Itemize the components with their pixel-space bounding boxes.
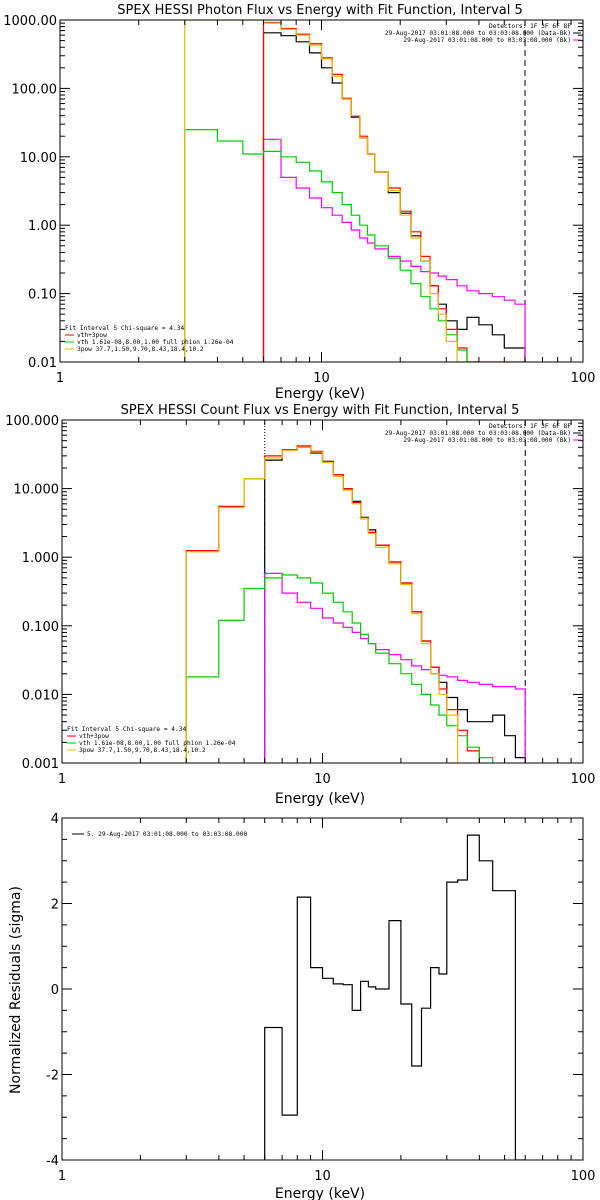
y-tick-label: 0.10	[28, 288, 57, 303]
x-tick-label: 100	[571, 1169, 596, 1184]
legend-top-entry: 29-Aug-2017 03:01:08.000 to 03:03:08.000…	[403, 437, 571, 444]
legend-bottom-header: Fit Interval 5 Chi-square = 4.34	[67, 726, 186, 733]
legend-bottom-entry: vth 1.61e-08,8.00,1.00 full phion 1.26e-…	[79, 740, 236, 747]
y-tick-label: 0	[51, 983, 59, 998]
y-tick-label: -2	[46, 1069, 59, 1084]
photon-flux-title: SPEX HESSI Photon Flux vs Energy with Fi…	[117, 3, 523, 18]
legend-bottom-entry: vth+3pow	[77, 332, 107, 339]
x-tick-label: 10	[314, 1169, 331, 1184]
y-tick-label: 1.00	[28, 219, 57, 234]
y-tick-label: 1.000	[22, 551, 59, 566]
y-tick-label: 100.00	[12, 82, 58, 97]
legend-bottom-entry: 3pow 37.7,1.50,9.70,8.43,18.4,10.2	[79, 747, 206, 754]
legend-top-entry: 29-Aug-2017 03:01:08.000 to 03:03:08.000…	[403, 37, 571, 44]
y-tick-label: -4	[46, 1154, 59, 1169]
residuals-ylabel: Normalized Residuals (sigma)	[8, 886, 24, 1094]
legend-bottom-entry: vth 1.61e-08,8.00,1.00 full phion 1.26e-…	[77, 339, 234, 346]
x-tick-label: 100	[571, 772, 596, 787]
series-line-4	[185, 446, 459, 763]
y-tick-label: 10.000	[14, 483, 60, 498]
legend-top-entry: 29-Aug-2017 03:01:08.000 to 03:03:08.000…	[385, 30, 571, 37]
x-tick-label: 10	[314, 772, 331, 787]
plot-area	[185, 445, 526, 763]
x-tick-label: 10	[313, 371, 330, 386]
legend-bottom-entry: 3pow 37.7,1.50,9.70,8.43,18.4,10.2	[77, 346, 204, 353]
series-line-2	[185, 445, 480, 763]
photon-flux-panel: SPEX HESSI Photon Flux vs Energy with Fi…	[3, 3, 595, 402]
y-tick-label: 0.01	[28, 356, 57, 371]
photon-flux-xlabel: Energy (keV)	[275, 386, 365, 402]
legend-entry: 5. 29-Aug-2017 03:01:08.000 to 03:03:08.…	[87, 831, 247, 838]
count-flux-xlabel: Energy (keV)	[275, 791, 365, 807]
y-tick-label: 10.00	[20, 151, 57, 166]
y-tick-label: 0.001	[22, 757, 59, 772]
plot-area	[264, 834, 526, 1160]
legend-bottom-entry: vth+3pow	[79, 733, 109, 740]
plot-area	[184, 20, 526, 362]
x-tick-label: 1	[58, 772, 66, 787]
y-tick-label: 0.010	[22, 688, 59, 703]
residuals-panel: Energy (keV) Normalized Residuals (sigma…	[8, 812, 595, 1200]
series-line-4	[184, 20, 468, 362]
y-tick-label: 0.100	[22, 620, 59, 635]
residuals-xlabel: Energy (keV)	[275, 1186, 365, 1200]
legend-top-entry: Detectors: 1F 3F 6F 8F	[489, 423, 571, 430]
series-line-3	[185, 574, 494, 763]
y-tick-label: 2	[51, 898, 59, 913]
y-tick-label: 4	[51, 812, 59, 827]
legend-top-entry: Detectors: 1F 3F 6F 8F	[489, 23, 571, 30]
y-tick-label: 100.000	[5, 414, 59, 429]
y-tick-label: 1000.00	[3, 14, 57, 29]
series-line-0	[264, 834, 526, 1160]
x-tick-label: 100	[571, 371, 596, 386]
x-tick-label: 1	[58, 1169, 66, 1184]
count-flux-title: SPEX HESSI Count Flux vs Energy with Fit…	[121, 403, 520, 418]
legend-top-entry: 29-Aug-2017 03:01:08.000 to 03:03:08.000…	[385, 430, 571, 437]
x-tick-label: 1	[56, 371, 64, 386]
count-flux-panel: SPEX HESSI Count Flux vs Energy with Fit…	[5, 403, 595, 807]
series-line-1	[264, 572, 526, 763]
legend-bottom-header: Fit Interval 5 Chi-square = 4.34	[65, 325, 184, 332]
